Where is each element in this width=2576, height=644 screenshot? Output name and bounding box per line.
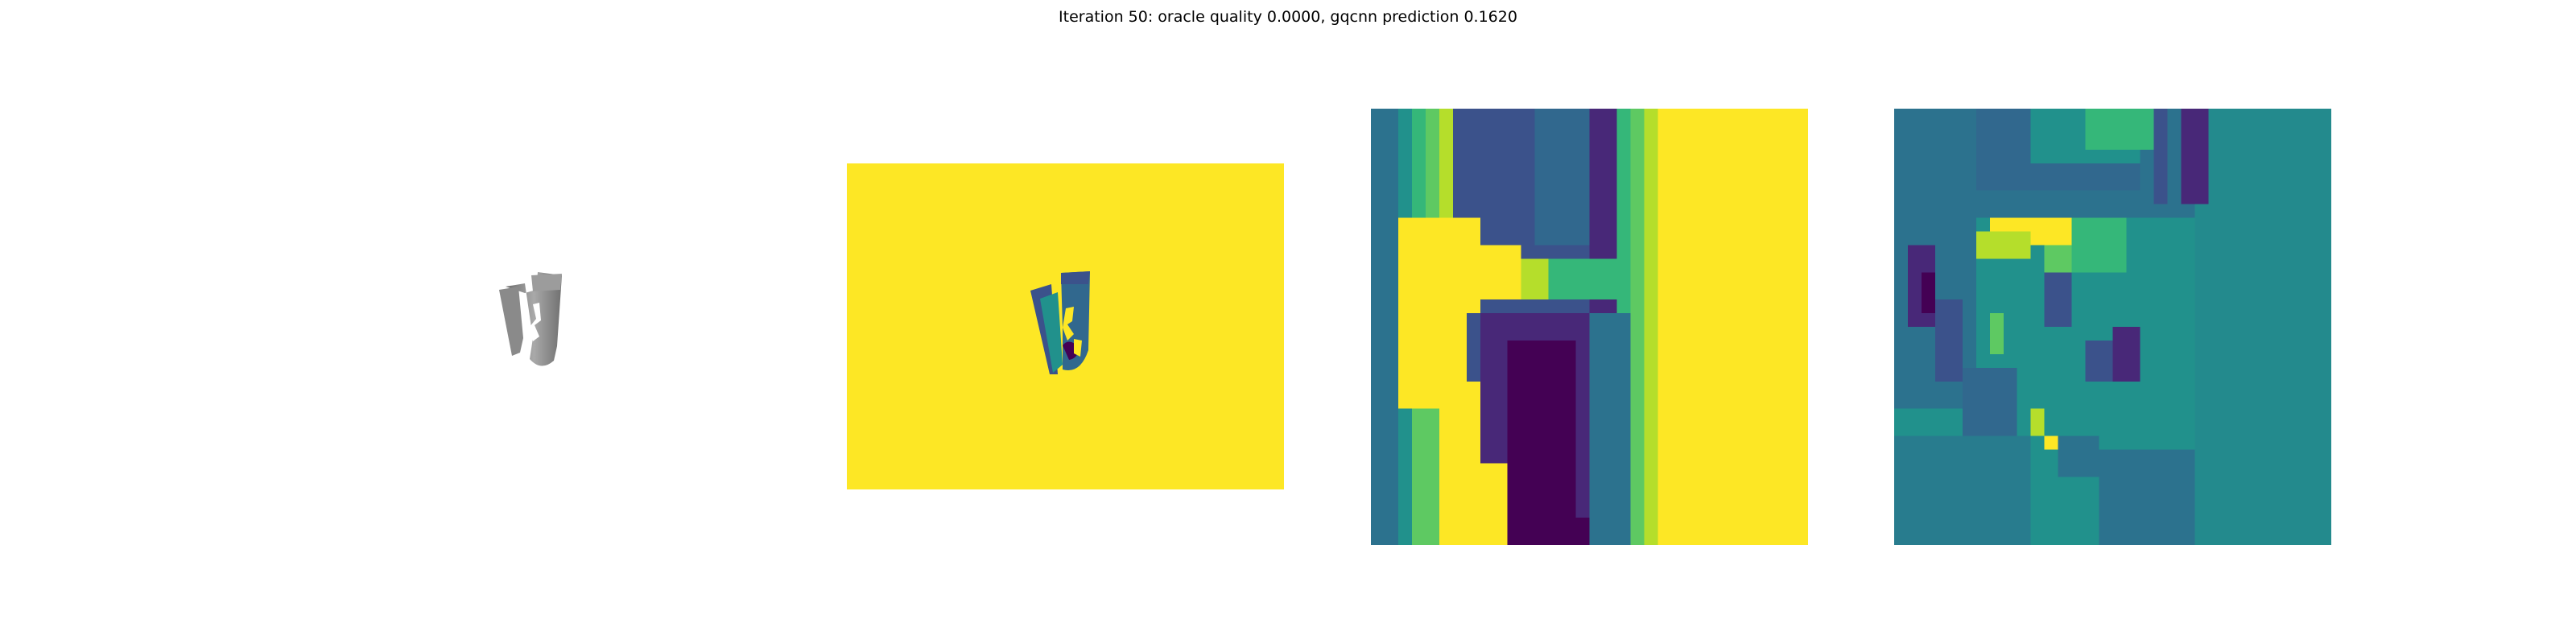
figure-title: Iteration 50: oracle quality 0.0000, gqc…: [1059, 8, 1517, 26]
cropped-depth-panel: [1371, 109, 1808, 545]
object-render-image: [499, 272, 562, 366]
prediction-map-image: [1894, 109, 2331, 545]
object-render-panel: [483, 258, 580, 386]
prediction-map-panel: [1894, 109, 2331, 545]
depth-image-panel: [847, 163, 1284, 489]
cropped-depth-image: [1371, 109, 1808, 545]
depth-image: [847, 163, 1284, 489]
